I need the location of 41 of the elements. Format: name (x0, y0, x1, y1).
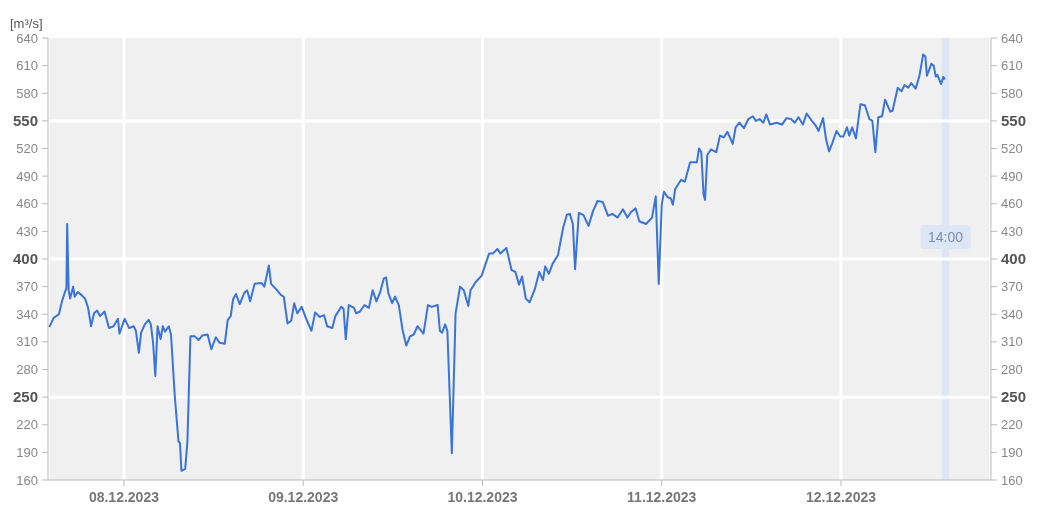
y-tick-label: 160 (16, 472, 38, 488)
y2-tick-label: 370 (1001, 279, 1023, 295)
y2-tick-label: 640 (1001, 30, 1023, 46)
y2-tick-label: 160 (1001, 472, 1023, 488)
x-tick-label: 08.12.2023 (88, 489, 160, 505)
y-tick-label: 490 (16, 168, 38, 184)
y2-tick-label: 400 (1001, 250, 1027, 268)
x-tick-label: 10.12.2023 (447, 489, 518, 505)
y-tick-label: 520 (16, 141, 38, 157)
y2-tick-label: 280 (1001, 362, 1023, 378)
y-tick-label: 400 (12, 250, 38, 268)
y2-tick-label: 460 (1001, 196, 1023, 212)
y-tick-label: 640 (16, 30, 38, 46)
y-tick-label: 220 (16, 417, 38, 433)
y-tick-label: 340 (16, 306, 38, 322)
y2-tick-label: 430 (1001, 223, 1023, 239)
y-tick-label: 370 (16, 279, 38, 295)
x-tick-label: 12.12.2023 (805, 489, 877, 505)
y2-tick-label: 220 (1001, 417, 1023, 433)
y2-tick-label: 520 (1001, 141, 1023, 157)
y2-tick-label: 610 (1001, 58, 1023, 74)
y-tick-label: 550 (12, 112, 38, 130)
x-tick-label: 09.12.2023 (268, 489, 339, 505)
y-tick-label: 190 (16, 444, 38, 460)
y-tick-label: 430 (16, 223, 38, 239)
y-axis-title: [m³/s] (10, 16, 43, 31)
y2-tick-label: 250 (1001, 388, 1027, 406)
y-tick-label: 280 (16, 362, 38, 378)
y-tick-label: 460 (16, 196, 38, 212)
y-tick-label: 250 (12, 388, 38, 406)
band-label: 14:00 (928, 228, 964, 245)
y2-tick-label: 190 (1001, 444, 1023, 460)
y-tick-label: 580 (16, 85, 38, 101)
y-tick-label: 310 (16, 334, 38, 350)
y-tick-label: 610 (16, 58, 38, 74)
y2-tick-label: 340 (1001, 306, 1023, 322)
y2-tick-label: 490 (1001, 168, 1023, 184)
x-tick-label: 11.12.2023 (627, 489, 697, 505)
y2-tick-label: 310 (1001, 334, 1023, 350)
y2-tick-label: 580 (1001, 85, 1023, 101)
y2-tick-label: 550 (1001, 112, 1027, 130)
